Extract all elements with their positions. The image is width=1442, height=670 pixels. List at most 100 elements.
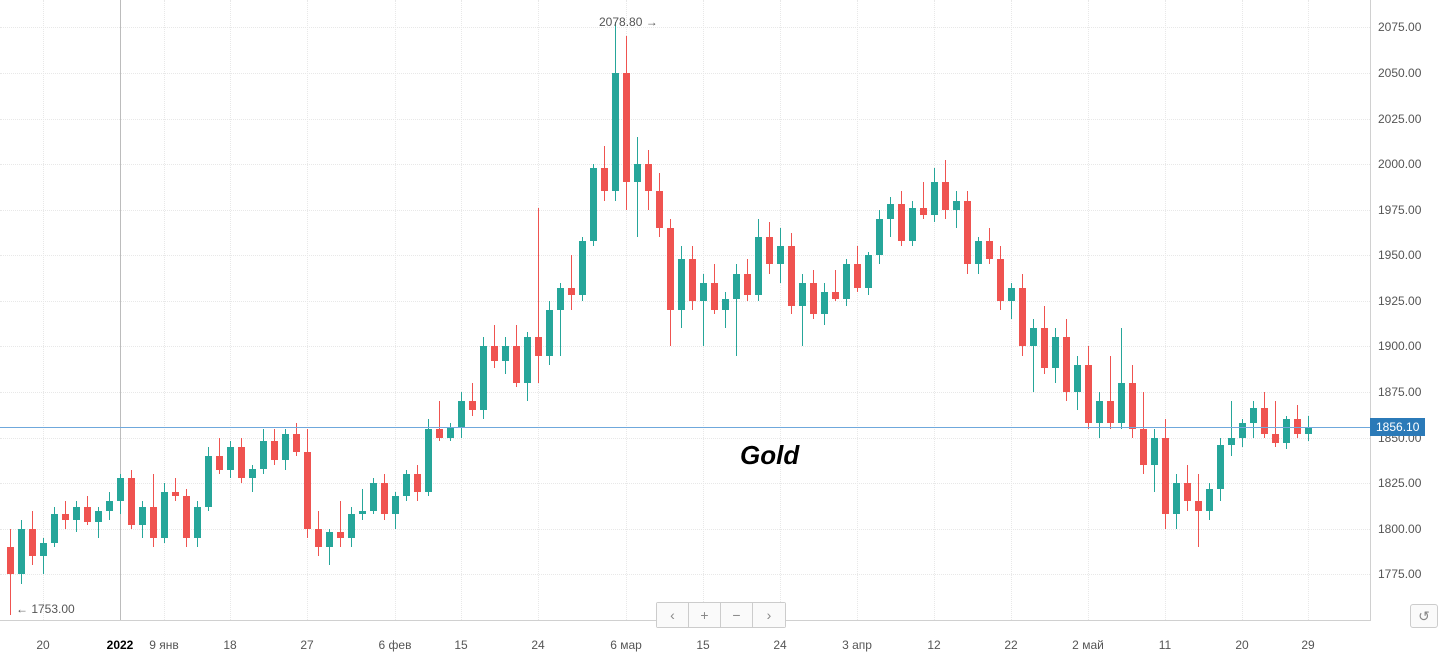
candle-body[interactable] — [403, 474, 410, 496]
candle-body[interactable] — [1162, 438, 1169, 515]
candle-body[interactable] — [524, 337, 531, 383]
candle-body[interactable] — [557, 288, 564, 310]
candle-body[interactable] — [337, 532, 344, 537]
candle-body[interactable] — [623, 73, 630, 182]
candle-body[interactable] — [656, 191, 663, 227]
candle-body[interactable] — [425, 429, 432, 493]
candle-body[interactable] — [128, 478, 135, 525]
candle-body[interactable] — [678, 259, 685, 310]
candle-body[interactable] — [689, 259, 696, 301]
candle-body[interactable] — [194, 507, 201, 538]
candle-body[interactable] — [898, 204, 905, 240]
candle-body[interactable] — [722, 299, 729, 310]
candle-body[interactable] — [480, 346, 487, 410]
candle-body[interactable] — [1085, 365, 1092, 423]
candle-body[interactable] — [865, 255, 872, 288]
candle-body[interactable] — [414, 474, 421, 492]
candle-body[interactable] — [150, 507, 157, 538]
candle-body[interactable] — [535, 337, 542, 355]
candle-body[interactable] — [172, 492, 179, 496]
candle-body[interactable] — [1008, 288, 1015, 301]
candle-body[interactable] — [1173, 483, 1180, 514]
candle-body[interactable] — [293, 434, 300, 452]
candle-body[interactable] — [469, 401, 476, 410]
candle-body[interactable] — [7, 547, 14, 574]
candle-body[interactable] — [95, 511, 102, 522]
candle-body[interactable] — [766, 237, 773, 264]
candle-body[interactable] — [18, 529, 25, 575]
candle-body[interactable] — [1129, 383, 1136, 429]
candle-body[interactable] — [986, 241, 993, 259]
plot-area[interactable]: 2078.80 →← 1753.00 — [0, 0, 1371, 621]
candle-body[interactable] — [832, 292, 839, 299]
candle-body[interactable] — [964, 201, 971, 265]
scroll-left-button[interactable]: ‹ — [657, 603, 689, 627]
candle-body[interactable] — [612, 73, 619, 192]
candle-body[interactable] — [546, 310, 553, 356]
candle-body[interactable] — [601, 168, 608, 192]
candle-body[interactable] — [1030, 328, 1037, 346]
candle-body[interactable] — [997, 259, 1004, 301]
candle-body[interactable] — [744, 274, 751, 296]
candle-body[interactable] — [216, 456, 223, 471]
candle-body[interactable] — [117, 478, 124, 502]
candle-body[interactable] — [304, 452, 311, 529]
candle-body[interactable] — [1250, 408, 1257, 423]
candle-body[interactable] — [579, 241, 586, 296]
candle-body[interactable] — [84, 507, 91, 522]
candle-body[interactable] — [1052, 337, 1059, 368]
candle-body[interactable] — [282, 434, 289, 460]
candle-body[interactable] — [733, 274, 740, 300]
candle-body[interactable] — [931, 182, 938, 215]
candle-body[interactable] — [62, 514, 69, 519]
candle-body[interactable] — [447, 427, 454, 438]
candle-body[interactable] — [436, 429, 443, 438]
candle-body[interactable] — [249, 469, 256, 478]
candle-body[interactable] — [1217, 445, 1224, 489]
candle-body[interactable] — [513, 346, 520, 382]
candle-body[interactable] — [106, 501, 113, 510]
candle-body[interactable] — [1074, 365, 1081, 392]
zoom-out-button[interactable]: − — [721, 603, 753, 627]
candle-body[interactable] — [381, 483, 388, 514]
candle-body[interactable] — [40, 543, 47, 556]
candle-body[interactable] — [183, 496, 190, 538]
candle-body[interactable] — [1261, 408, 1268, 434]
candle-body[interactable] — [260, 441, 267, 468]
zoom-in-button[interactable]: + — [689, 603, 721, 627]
candle-body[interactable] — [788, 246, 795, 306]
candle-body[interactable] — [458, 401, 465, 427]
candle-body[interactable] — [1118, 383, 1125, 423]
candle-body[interactable] — [1140, 429, 1147, 465]
candle-body[interactable] — [568, 288, 575, 295]
candle-body[interactable] — [1228, 438, 1235, 445]
candle-body[interactable] — [326, 532, 333, 547]
candle-body[interactable] — [502, 346, 509, 361]
candle-body[interactable] — [645, 164, 652, 191]
candle-body[interactable] — [161, 492, 168, 538]
candle-body[interactable] — [271, 441, 278, 459]
candle-body[interactable] — [1305, 427, 1312, 434]
candle-body[interactable] — [1107, 401, 1114, 423]
candle-body[interactable] — [700, 283, 707, 301]
candle-body[interactable] — [205, 456, 212, 507]
candle-body[interactable] — [227, 447, 234, 471]
candle-body[interactable] — [1063, 337, 1070, 392]
candle-body[interactable] — [51, 514, 58, 543]
candle-body[interactable] — [667, 228, 674, 310]
candle-body[interactable] — [942, 182, 949, 209]
candle-body[interactable] — [909, 208, 916, 241]
candle-body[interactable] — [1019, 288, 1026, 346]
candle-body[interactable] — [1283, 419, 1290, 443]
candle-body[interactable] — [238, 447, 245, 478]
candle-body[interactable] — [1151, 438, 1158, 465]
candle-body[interactable] — [1195, 501, 1202, 510]
candle-body[interactable] — [1096, 401, 1103, 423]
candle-body[interactable] — [854, 264, 861, 288]
candle-body[interactable] — [73, 507, 80, 520]
candle-body[interactable] — [359, 511, 366, 515]
candle-body[interactable] — [348, 514, 355, 538]
candle-body[interactable] — [1272, 434, 1279, 443]
candle-body[interactable] — [29, 529, 36, 556]
candle-body[interactable] — [370, 483, 377, 510]
